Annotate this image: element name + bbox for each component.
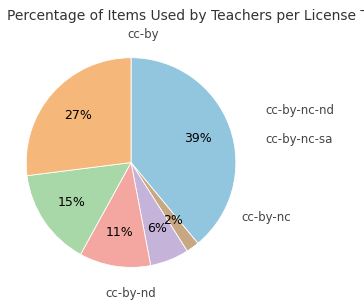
Wedge shape xyxy=(80,163,151,267)
Text: 39%: 39% xyxy=(184,132,212,145)
Text: 27%: 27% xyxy=(64,109,91,122)
Wedge shape xyxy=(131,58,236,243)
Text: cc-by-nd: cc-by-nd xyxy=(106,287,157,300)
Text: Percentage of Items Used by Teachers per License Type: Percentage of Items Used by Teachers per… xyxy=(7,9,364,23)
Wedge shape xyxy=(26,58,131,176)
Text: 11%: 11% xyxy=(106,226,134,240)
Text: 15%: 15% xyxy=(58,196,86,209)
Text: cc-by-nc-nd: cc-by-nc-nd xyxy=(265,104,334,116)
Text: cc-by-nc-sa: cc-by-nc-sa xyxy=(265,133,333,146)
Wedge shape xyxy=(27,163,131,254)
Text: 6%: 6% xyxy=(147,222,167,235)
Text: cc-by-nc: cc-by-nc xyxy=(241,211,291,224)
Text: 2%: 2% xyxy=(163,214,183,227)
Wedge shape xyxy=(131,163,187,265)
Text: cc-by: cc-by xyxy=(128,28,159,41)
Wedge shape xyxy=(131,163,198,251)
